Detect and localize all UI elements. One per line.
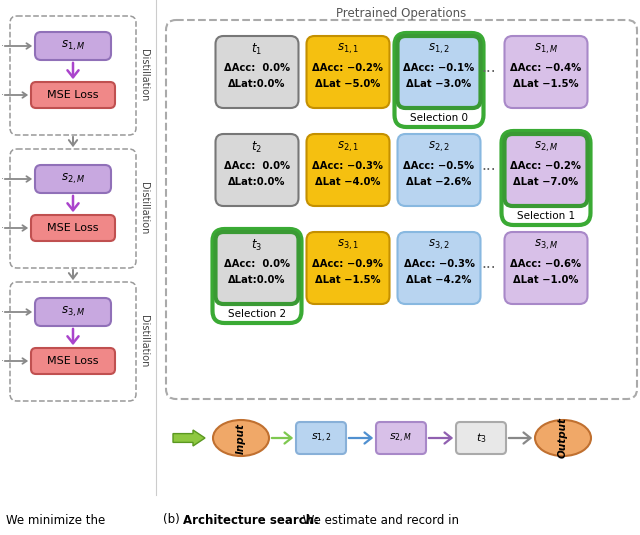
FancyBboxPatch shape [397,232,481,304]
FancyBboxPatch shape [307,134,390,206]
Text: (b): (b) [163,514,184,526]
FancyBboxPatch shape [35,298,111,326]
Text: · ·: · · [1,174,10,184]
Text: Selection 1: Selection 1 [517,211,575,221]
Text: · ·: · · [1,307,10,317]
Text: ΔLat −3.0%: ΔLat −3.0% [406,79,472,89]
Text: ···: ··· [481,261,496,276]
FancyBboxPatch shape [31,82,115,108]
FancyBboxPatch shape [397,134,481,206]
Text: ΔLat:0.0%: ΔLat:0.0% [228,79,285,89]
Text: We minimize the: We minimize the [6,514,105,526]
FancyBboxPatch shape [35,165,111,193]
Text: ΔLat −5.0%: ΔLat −5.0% [316,79,381,89]
Text: $\mathbf{\mathit{s_{1,2}}}$: $\mathbf{\mathit{s_{1,2}}}$ [428,42,450,56]
Text: ΔLat −2.6%: ΔLat −2.6% [406,177,472,187]
Text: ΔLat:0.0%: ΔLat:0.0% [228,275,285,285]
Ellipse shape [535,420,591,456]
Text: ΔAcc: −0.3%: ΔAcc: −0.3% [312,161,383,171]
Text: $\mathbf{\mathit{s_{2,M}}}$: $\mathbf{\mathit{s_{2,M}}}$ [61,172,85,186]
Text: ΔAcc: −0.2%: ΔAcc: −0.2% [511,161,582,171]
Text: $\mathbf{\mathit{s_{2,2}}}$: $\mathbf{\mathit{s_{2,2}}}$ [428,140,450,154]
Text: ΔAcc: −0.9%: ΔAcc: −0.9% [312,259,383,269]
Text: $\mathbf{\mathit{t_2}}$: $\mathbf{\mathit{t_2}}$ [252,140,262,155]
Text: Architecture search:: Architecture search: [183,514,319,526]
FancyBboxPatch shape [307,36,390,108]
FancyBboxPatch shape [31,215,115,241]
Text: ΔLat −4.2%: ΔLat −4.2% [406,275,472,285]
Text: ΔAcc:  0.0%: ΔAcc: 0.0% [224,161,290,171]
Text: MSE Loss: MSE Loss [47,223,99,233]
Ellipse shape [213,420,269,456]
Text: ΔAcc: −0.1%: ΔAcc: −0.1% [403,63,475,73]
FancyBboxPatch shape [504,36,588,108]
FancyBboxPatch shape [35,32,111,60]
Text: $\mathbf{\mathit{t_3}}$: $\mathbf{\mathit{t_3}}$ [476,431,486,445]
FancyBboxPatch shape [456,422,506,454]
Text: $\mathbf{\mathit{s_{3,M}}}$: $\mathbf{\mathit{s_{3,M}}}$ [534,238,558,252]
Text: $\mathbf{\mathit{s_{2,M}}}$: $\mathbf{\mathit{s_{2,M}}}$ [534,140,558,154]
FancyBboxPatch shape [216,232,298,304]
Text: ΔLat:0.0%: ΔLat:0.0% [228,177,285,187]
Text: · ·: · · [1,356,10,366]
Text: $\mathbf{\mathit{s_{2,M}}}$: $\mathbf{\mathit{s_{2,M}}}$ [389,431,413,445]
FancyBboxPatch shape [504,232,588,304]
Text: ΔLat −1.5%: ΔLat −1.5% [315,275,381,285]
FancyBboxPatch shape [216,36,298,108]
FancyArrow shape [173,430,205,446]
FancyBboxPatch shape [397,36,481,108]
Text: We estimate and record in: We estimate and record in [299,514,459,526]
FancyBboxPatch shape [307,232,390,304]
Text: ΔAcc: −0.2%: ΔAcc: −0.2% [312,63,383,73]
Text: · ·: · · [1,90,10,100]
Text: ΔAcc:  0.0%: ΔAcc: 0.0% [224,259,290,269]
Text: ΔAcc: −0.3%: ΔAcc: −0.3% [403,259,474,269]
Text: $\mathbf{\mathit{s_{2,1}}}$: $\mathbf{\mathit{s_{2,1}}}$ [337,140,359,154]
Text: Distillation: Distillation [139,182,149,235]
FancyBboxPatch shape [216,134,298,206]
Text: ···: ··· [481,65,496,80]
Text: Output: Output [558,417,568,458]
Text: MSE Loss: MSE Loss [47,356,99,366]
Text: $\mathbf{\mathit{t_1}}$: $\mathbf{\mathit{t_1}}$ [252,41,262,57]
Text: $\mathbf{\mathit{s_{3,M}}}$: $\mathbf{\mathit{s_{3,M}}}$ [61,305,85,319]
Text: Selection 2: Selection 2 [228,309,286,319]
Text: · ·: · · [1,223,10,233]
Text: MSE Loss: MSE Loss [47,90,99,100]
Text: $\mathbf{\mathit{s_{1,2}}}$: $\mathbf{\mathit{s_{1,2}}}$ [310,431,332,445]
Text: ΔLat −1.5%: ΔLat −1.5% [513,79,579,89]
Text: $\mathbf{\mathit{s_{3,1}}}$: $\mathbf{\mathit{s_{3,1}}}$ [337,238,359,252]
Text: $\mathbf{\mathit{t_3}}$: $\mathbf{\mathit{t_3}}$ [252,238,262,253]
Text: Distillation: Distillation [139,315,149,368]
FancyBboxPatch shape [376,422,426,454]
Text: Distillation: Distillation [139,49,149,102]
Text: $\mathbf{\mathit{s_{1,M}}}$: $\mathbf{\mathit{s_{1,M}}}$ [534,42,558,56]
Text: ΔLat −7.0%: ΔLat −7.0% [513,177,579,187]
Text: $\mathbf{\mathit{s_{3,2}}}$: $\mathbf{\mathit{s_{3,2}}}$ [428,238,450,252]
Text: Input: Input [236,423,246,454]
Text: Pretrained Operations: Pretrained Operations [337,7,467,20]
Text: · ·: · · [1,41,10,51]
Text: $\mathbf{\mathit{s_{1,M}}}$: $\mathbf{\mathit{s_{1,M}}}$ [61,39,85,53]
Text: ΔAcc: −0.6%: ΔAcc: −0.6% [511,259,582,269]
Text: ΔAcc: −0.5%: ΔAcc: −0.5% [403,161,475,171]
FancyBboxPatch shape [504,134,588,206]
Text: ΔLat −1.0%: ΔLat −1.0% [513,275,579,285]
FancyBboxPatch shape [31,348,115,374]
Text: ΔAcc:  0.0%: ΔAcc: 0.0% [224,63,290,73]
Text: ···: ··· [481,163,496,178]
Text: ΔAcc: −0.4%: ΔAcc: −0.4% [510,63,582,73]
Text: ΔLat −4.0%: ΔLat −4.0% [316,177,381,187]
Text: Selection 0: Selection 0 [410,113,468,123]
Text: $\mathbf{\mathit{s_{1,1}}}$: $\mathbf{\mathit{s_{1,1}}}$ [337,42,359,56]
FancyBboxPatch shape [296,422,346,454]
